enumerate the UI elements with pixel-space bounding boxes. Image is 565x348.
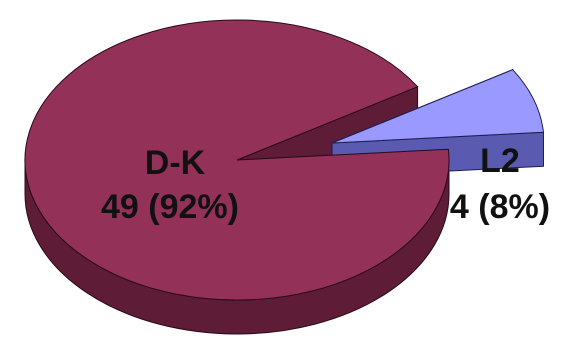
pie-slice-dk (24, 19, 450, 301)
slice-label-l2: L2 (480, 142, 520, 180)
slice-value-dk: 49 (92%) (101, 188, 239, 226)
pie-slice-l2 (331, 69, 545, 144)
slice-value-l2: 4 (8%) (450, 188, 550, 226)
pie-top-layer (24, 19, 545, 301)
slice-label-dk: D-K (145, 144, 206, 182)
